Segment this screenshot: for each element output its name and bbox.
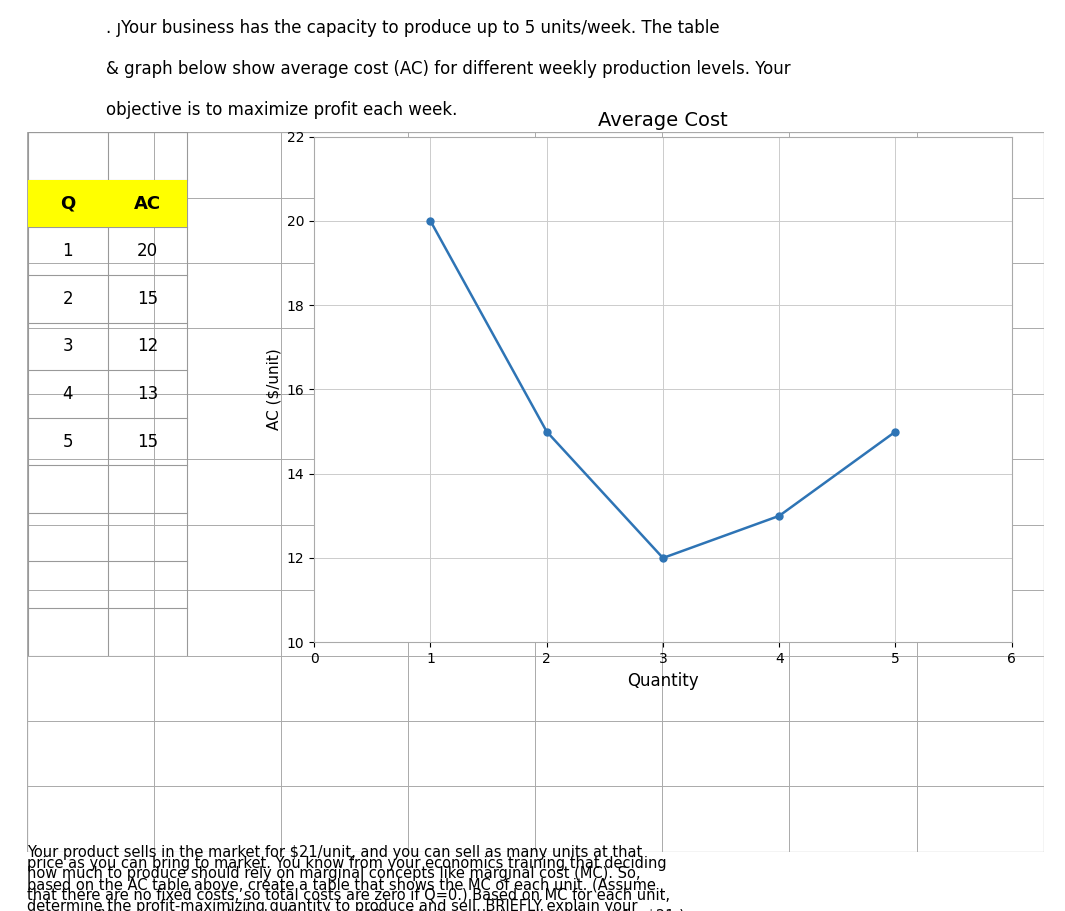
Text: Q: Q [60,195,76,212]
Text: 12: 12 [137,337,158,355]
Text: AC: AC [134,195,161,212]
Text: 15: 15 [137,433,158,451]
Text: 1: 1 [63,242,72,261]
Text: how much to produce should rely on marginal concepts like marginal cost (MC). So: how much to produce should rely on margi… [27,866,640,881]
Text: . ȷYour business has the capacity to produce up to 5 units/week. The table: . ȷYour business has the capacity to pro… [106,19,720,37]
Y-axis label: AC ($/unit): AC ($/unit) [266,349,281,430]
Text: answer.: answer. [27,909,88,911]
Text: 15: 15 [137,290,158,308]
Text: 2: 2 [63,290,72,308]
Text: (Your answer needs to be based on MC and being able to sell each unit for $21.): (Your answer needs to be based on MC and… [96,909,685,911]
Text: 13: 13 [137,385,158,403]
X-axis label: Quantity: Quantity [627,671,699,690]
Text: that there are no fixed costs, so total costs are zero if Q=0.) Based on MC for : that there are no fixed costs, so total … [27,888,670,903]
Text: objective is to maximize profit each week.: objective is to maximize profit each wee… [106,101,458,118]
Text: & graph below show average cost (AC) for different weekly production levels. You: & graph below show average cost (AC) for… [106,60,791,78]
Text: price as you can bring to market. You know from your economics training that dec: price as you can bring to market. You kn… [27,855,667,871]
Bar [28,179,187,228]
Text: based on the AC table above, create a table that shows the MC of each unit. (Ass: based on the AC table above, create a ta… [27,877,655,892]
Text: Your product sells in the market for $21/unit, and you can sell as many units at: Your product sells in the market for $21… [27,844,642,860]
Text: 3: 3 [63,337,72,355]
Text: determine the profit-maximizing quantity to produce and sell. BRIEFLY explain yo: determine the profit-maximizing quantity… [27,898,637,911]
Title: Average Cost: Average Cost [599,110,727,129]
Text: 5: 5 [63,433,72,451]
Text: 20: 20 [137,242,158,261]
Text: 4: 4 [63,385,72,403]
